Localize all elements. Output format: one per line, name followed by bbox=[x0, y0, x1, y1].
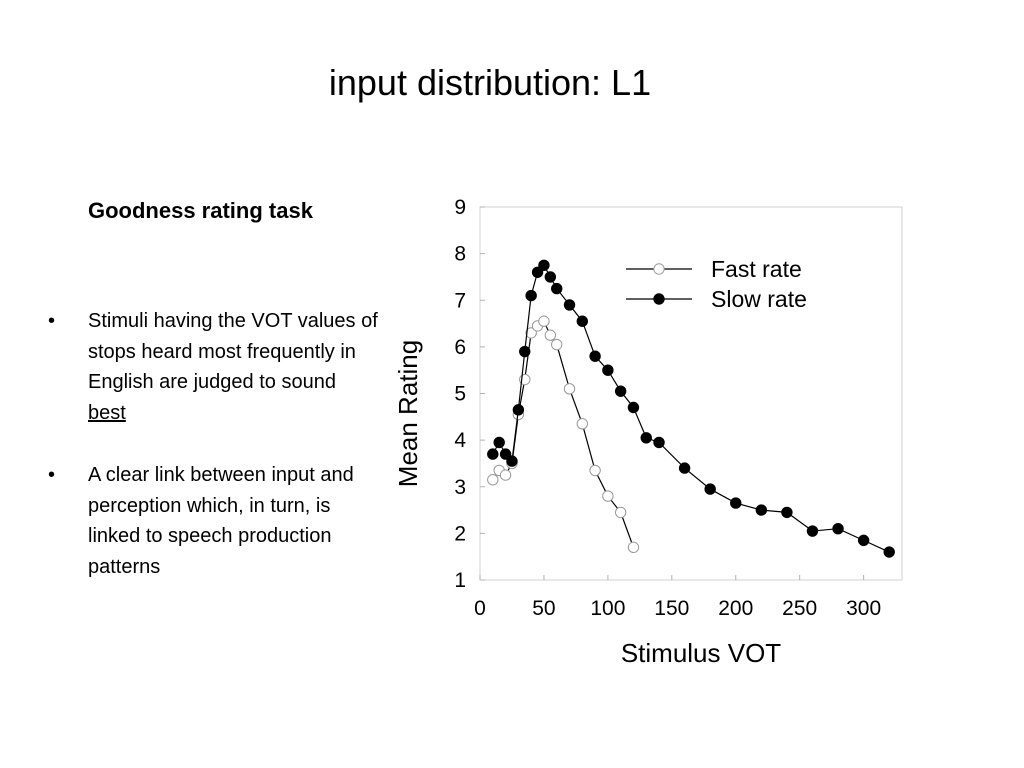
data-point bbox=[487, 474, 499, 486]
data-point bbox=[832, 523, 844, 535]
data-point bbox=[627, 401, 640, 414]
legend: Fast rate Slow rate bbox=[626, 256, 807, 312]
bullet-text: A clear link between input and perceptio… bbox=[88, 464, 354, 578]
slide-title: input distribution: L1 bbox=[328, 62, 652, 103]
data-point bbox=[544, 329, 557, 341]
series-group bbox=[487, 259, 895, 558]
data-point bbox=[519, 345, 531, 358]
data-point bbox=[525, 327, 537, 339]
y-tick-label: 1 bbox=[454, 569, 466, 592]
data-point bbox=[589, 464, 601, 477]
data-point bbox=[576, 315, 589, 327]
y-tick-label: 4 bbox=[454, 429, 466, 452]
legend-marker-fast-rate bbox=[653, 263, 665, 275]
x-tick-label: 250 bbox=[782, 597, 817, 620]
data-point bbox=[704, 483, 716, 495]
y-tick-label: 7 bbox=[454, 289, 466, 312]
data-point bbox=[512, 404, 525, 416]
x-axis-label: Stimulus VOT bbox=[621, 638, 781, 668]
y-tick-label: 6 bbox=[454, 336, 466, 359]
legend-label: Slow rate bbox=[711, 286, 807, 312]
data-point bbox=[602, 364, 614, 376]
y-tick-label: 8 bbox=[454, 243, 466, 266]
y-tick-label: 3 bbox=[454, 476, 466, 499]
x-tick-label: 150 bbox=[654, 597, 689, 620]
bullet-emphasis: best bbox=[88, 401, 126, 424]
data-point bbox=[602, 490, 614, 502]
legend-marker-slow-rate bbox=[653, 293, 665, 305]
data-point bbox=[640, 432, 652, 444]
data-point bbox=[730, 497, 742, 509]
data-point bbox=[806, 525, 819, 537]
data-point bbox=[614, 506, 627, 519]
chart: 1 2 3 4 5 6 7 8 9 0 50 100 150 200 250 300 Fast rate Slo… bbox=[393, 196, 903, 668]
bullet-item: • Stimuli having the VOT values of stops… bbox=[0, 306, 378, 428]
y-tick-label: 2 bbox=[454, 522, 466, 545]
data-point bbox=[678, 462, 691, 474]
series-slow-rate bbox=[487, 259, 895, 558]
data-point bbox=[576, 418, 589, 430]
data-point bbox=[544, 271, 557, 283]
data-point bbox=[563, 383, 576, 395]
bullet-dot-icon: • bbox=[48, 464, 56, 486]
x-tick-label: 0 bbox=[474, 597, 486, 620]
x-tick-label: 100 bbox=[590, 597, 625, 620]
data-point bbox=[531, 266, 544, 278]
data-point bbox=[551, 282, 563, 295]
series-line-fast-rate bbox=[492, 320, 635, 548]
data-point bbox=[589, 350, 601, 362]
data-point bbox=[781, 506, 793, 519]
data-point bbox=[653, 436, 665, 449]
series-line-slow-rate bbox=[492, 264, 890, 553]
subheading: Goodness rating task bbox=[88, 198, 313, 223]
bullet-list: • Stimuli having the VOT values of stops… bbox=[0, 306, 400, 614]
data-point bbox=[857, 534, 870, 547]
data-point bbox=[493, 436, 505, 449]
data-point bbox=[627, 541, 640, 554]
data-point bbox=[551, 338, 563, 351]
data-point bbox=[499, 469, 512, 481]
axes: 1 2 3 4 5 6 7 8 9 0 50 100 150 200 250 300 bbox=[454, 196, 881, 620]
series-fast-rate bbox=[487, 315, 640, 554]
data-point bbox=[525, 289, 537, 302]
x-tick-label: 300 bbox=[846, 597, 881, 620]
bullet-dot-icon: • bbox=[48, 310, 56, 332]
data-point bbox=[487, 448, 499, 460]
x-tick-label: 50 bbox=[532, 597, 555, 620]
legend-label: Fast rate bbox=[711, 256, 802, 282]
y-axis-label: Mean Rating bbox=[393, 340, 423, 487]
data-point bbox=[506, 455, 518, 467]
bullet-item: • A clear link between input and percept… bbox=[0, 460, 378, 582]
data-point bbox=[538, 259, 550, 271]
data-point bbox=[538, 315, 550, 327]
data-point bbox=[499, 448, 512, 460]
bullet-text: Stimuli having the VOT values of stops h… bbox=[88, 310, 378, 393]
y-tick-label: 9 bbox=[454, 196, 466, 219]
data-point bbox=[755, 504, 768, 516]
data-point bbox=[614, 385, 627, 397]
data-point bbox=[883, 546, 895, 558]
data-point bbox=[563, 299, 576, 311]
x-tick-label: 200 bbox=[718, 597, 753, 620]
y-tick-label: 5 bbox=[454, 383, 466, 406]
